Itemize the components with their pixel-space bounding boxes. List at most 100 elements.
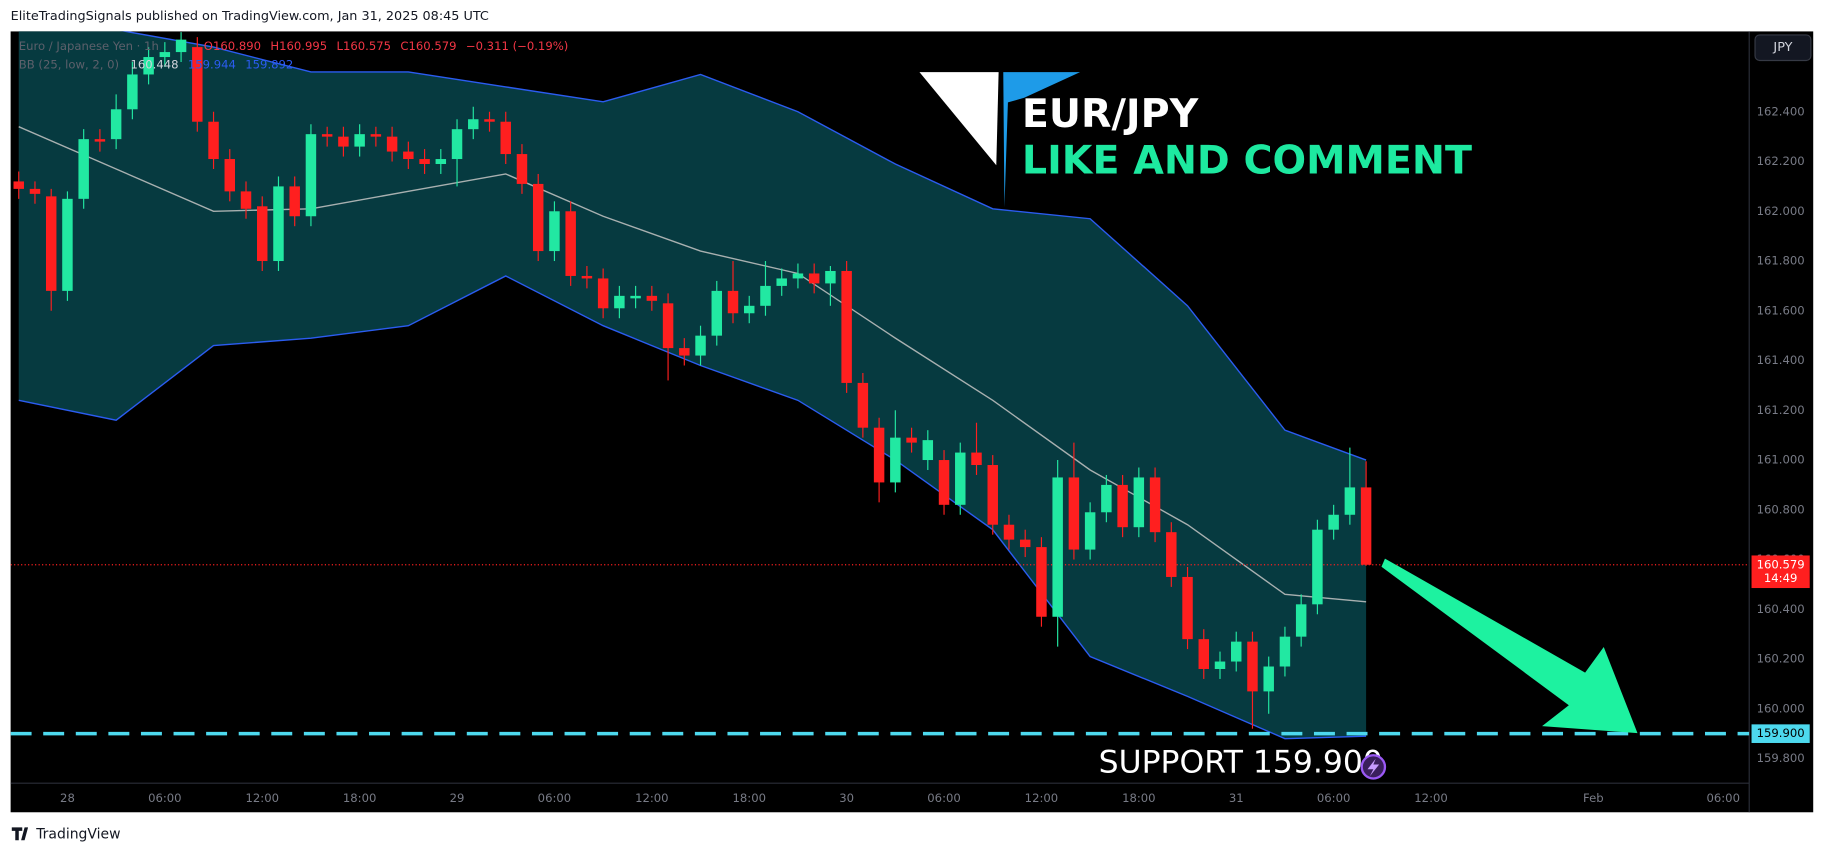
candle-body [1084, 512, 1096, 550]
candle-body [370, 134, 382, 137]
candle-body [825, 270, 836, 284]
band-fill [18, 31, 1367, 739]
candle-body [451, 129, 463, 160]
candle-body [78, 139, 89, 199]
y-tick-label: 161.000 [1757, 453, 1805, 467]
indicator-value: 160.448 [130, 58, 178, 72]
candle-body [208, 121, 219, 160]
candle-body [890, 437, 901, 483]
x-tick-label: 12:00 [245, 791, 279, 805]
candle-body [549, 211, 560, 252]
y-tick-label: 159.800 [1757, 751, 1805, 765]
candle-body [532, 183, 544, 252]
legend: Euro / Japanese Yen · 1h BB (25, low, 2,… [19, 39, 569, 72]
legend-value: O160.890 [204, 39, 261, 53]
candle-body [1052, 477, 1063, 617]
candle-body [110, 109, 122, 140]
candle-body [175, 39, 187, 53]
candle-body [484, 119, 495, 122]
x-tick-label: 31 [1229, 791, 1244, 805]
candle-body [419, 159, 430, 165]
x-tick-label: 12:00 [1414, 791, 1448, 805]
candle-body [403, 151, 414, 160]
y-tick-label: 161.600 [1757, 303, 1805, 317]
title: EUR/JPY [1022, 91, 1200, 137]
overlay: EUR/JPY LIKE AND COMMENT SUPPORT 159.900 [919, 72, 1638, 780]
candle-body [1149, 477, 1161, 533]
x-tick-label: 30 [839, 791, 854, 805]
currency-button[interactable] [1754, 34, 1812, 62]
candle-body [760, 285, 771, 306]
candle-body [468, 119, 479, 130]
candle-body [581, 275, 593, 279]
y-tick-label: 161.400 [1757, 353, 1805, 367]
footer-text: TradingView [35, 826, 120, 842]
candle-body [695, 335, 706, 356]
y-tick-label: 161.800 [1757, 254, 1805, 268]
logo-white [919, 72, 999, 166]
footer-logo [11, 827, 29, 841]
candle-body [1019, 539, 1031, 548]
candle-body [1068, 477, 1080, 550]
x-tick-label: 12:00 [1025, 791, 1059, 805]
candle-body [159, 52, 171, 58]
arrow [1381, 558, 1638, 734]
legend-value: −0.311 (−0.19%) [466, 39, 568, 53]
candle-body [873, 427, 885, 483]
x-tick-label: 06:00 [1317, 791, 1351, 805]
candle-body [1328, 514, 1339, 530]
candle-body [808, 273, 820, 284]
candle-body [597, 278, 609, 309]
candle-body [1133, 477, 1145, 528]
x-tick-label: 06:00 [538, 791, 572, 805]
x-tick-label: 12:00 [635, 791, 669, 805]
candle-body [500, 121, 511, 155]
candle-body [257, 206, 268, 262]
support-price-box [1751, 724, 1810, 743]
candle-body [1182, 576, 1193, 640]
candle-body [662, 303, 674, 349]
candle-body [841, 270, 852, 383]
candle-body [127, 74, 138, 110]
candle-body [727, 290, 739, 314]
indicator-value: 159.892 [245, 58, 293, 72]
candle-body [955, 452, 966, 505]
y-tick-label: 160.200 [1757, 652, 1805, 666]
candle-body [1279, 636, 1291, 667]
candle-body [646, 295, 658, 301]
subtitle: LIKE AND COMMENT [1022, 137, 1472, 183]
candle-body [45, 196, 57, 291]
candle-body [1003, 524, 1015, 540]
candle-body [289, 186, 300, 217]
candle-body [143, 57, 154, 75]
indicator-value: 159.944 [188, 58, 236, 72]
candle-body [630, 295, 641, 299]
candle-body [338, 136, 349, 147]
candle-body [711, 290, 723, 336]
x-tick-label: 18:00 [343, 791, 377, 805]
candle-body [273, 186, 284, 262]
candle-body [1198, 639, 1210, 669]
candle-body [857, 382, 869, 428]
logo-blue [1003, 72, 1081, 208]
legend-value: H160.995 [270, 39, 327, 53]
plot-area [10, 31, 1750, 740]
legend-value: L160.575 [336, 39, 391, 53]
candle-body [305, 134, 317, 217]
candle-body [13, 181, 24, 189]
x-tick-label: 18:00 [732, 791, 766, 805]
candle-body [614, 295, 625, 309]
candle-body [1344, 487, 1356, 515]
last-price-label: 160.579 [1757, 557, 1805, 571]
y-tick-label: 160.800 [1757, 502, 1805, 516]
candle-body [1230, 641, 1242, 662]
candle-body [906, 437, 917, 443]
candle-body [679, 348, 690, 356]
candle-body [354, 134, 365, 147]
candle-body [1360, 487, 1372, 565]
candle-body [321, 134, 333, 137]
candle-body [971, 452, 982, 466]
candle-body [1312, 529, 1323, 605]
